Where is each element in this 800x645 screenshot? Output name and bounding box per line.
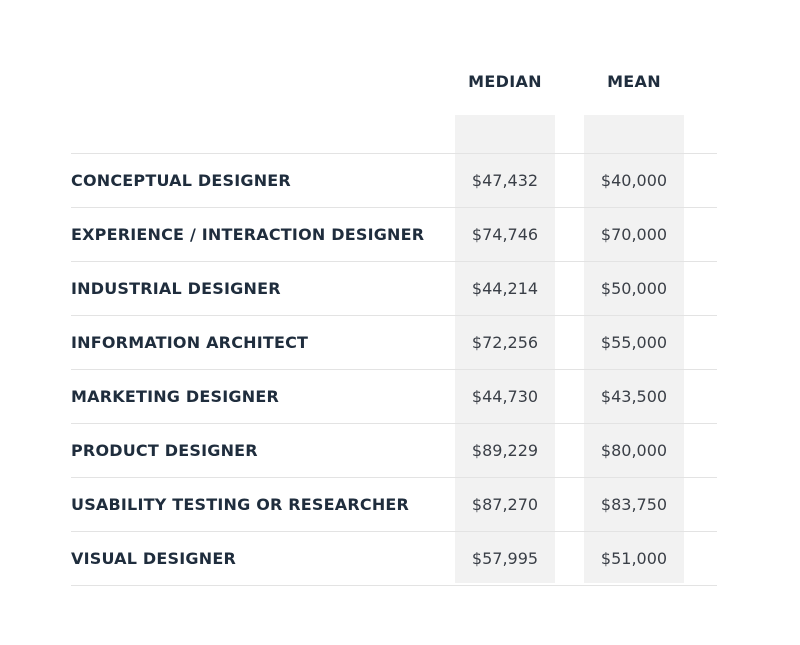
mean-value: $43,500 [600,387,668,406]
role-label: MARKETING DESIGNER [71,387,279,406]
table-row: EXPERIENCE / INTERACTION DESIGNER $74,74… [71,207,717,261]
table-row: INFORMATION ARCHITECT $72,256 $55,000 [71,315,717,369]
median-value: $44,730 [471,387,539,406]
mean-column-shade [584,115,684,583]
role-label: EXPERIENCE / INTERACTION DESIGNER [71,225,425,244]
table-row: USABILITY TESTING OR RESEARCHER $87,270 … [71,477,717,531]
mean-value: $51,000 [600,549,668,568]
median-value: $44,214 [471,279,539,298]
role-label: VISUAL DESIGNER [71,549,236,568]
table-row: INDUSTRIAL DESIGNER $44,214 $50,000 [71,261,717,315]
mean-column-header: MEAN [607,72,661,91]
median-value: $72,256 [471,333,539,352]
mean-value: $70,000 [600,225,668,244]
median-value: $87,270 [471,495,539,514]
median-column-shade [455,115,555,583]
median-value: $47,432 [471,171,539,190]
salary-table: CONCEPTUAL DESIGNER $47,432 $40,000 EXPE… [71,153,717,586]
table-row: VISUAL DESIGNER $57,995 $51,000 [71,531,717,586]
mean-value: $40,000 [600,171,668,190]
role-label: USABILITY TESTING OR RESEARCHER [71,495,410,514]
role-label: PRODUCT DESIGNER [71,441,258,460]
median-value: $57,995 [471,549,539,568]
median-value: $89,229 [471,441,539,460]
mean-value: $55,000 [600,333,668,352]
median-value: $74,746 [471,225,539,244]
mean-value: $50,000 [600,279,668,298]
table-row: PRODUCT DESIGNER $89,229 $80,000 [71,423,717,477]
table-row: MARKETING DESIGNER $44,730 $43,500 [71,369,717,423]
table-row: CONCEPTUAL DESIGNER $47,432 $40,000 [71,153,717,207]
role-label: INDUSTRIAL DESIGNER [71,279,281,298]
role-label: INFORMATION ARCHITECT [71,333,309,352]
role-label: CONCEPTUAL DESIGNER [71,171,291,190]
median-column-header: MEDIAN [468,72,542,91]
mean-value: $80,000 [600,441,668,460]
mean-value: $83,750 [600,495,668,514]
